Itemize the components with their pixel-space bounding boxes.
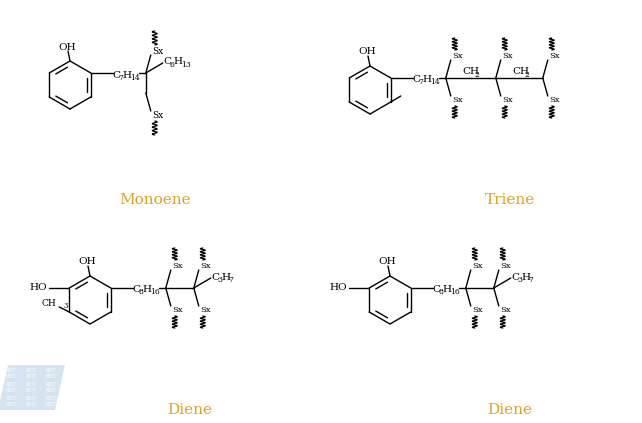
- Text: Monoene: Monoene: [119, 193, 191, 207]
- Text: 16: 16: [450, 288, 460, 297]
- Text: Sx: Sx: [502, 52, 512, 60]
- Text: CH: CH: [513, 68, 530, 77]
- Text: 6: 6: [169, 61, 175, 69]
- Text: Sx: Sx: [452, 96, 462, 104]
- Text: Sx: Sx: [472, 306, 482, 314]
- Text: KEIT: KEIT: [25, 382, 36, 387]
- Text: Triene: Triene: [485, 193, 535, 207]
- Text: KEIT: KEIT: [45, 382, 56, 387]
- Text: Diene: Diene: [487, 403, 532, 417]
- Text: 3: 3: [518, 276, 523, 284]
- Text: H: H: [143, 286, 152, 294]
- Text: KEIT: KEIT: [25, 388, 36, 393]
- Text: 8: 8: [139, 288, 144, 297]
- Text: 7: 7: [229, 276, 234, 284]
- Text: 16: 16: [150, 288, 159, 297]
- Text: C: C: [113, 71, 121, 80]
- Text: KEIT: KEIT: [45, 374, 56, 379]
- Text: Sx: Sx: [172, 306, 182, 314]
- Text: 8: 8: [438, 288, 444, 297]
- Text: CH: CH: [463, 68, 480, 77]
- Text: KEIT: KEIT: [25, 396, 36, 401]
- Text: KEIT: KEIT: [45, 396, 56, 401]
- Text: KEIT: KEIT: [5, 374, 16, 379]
- Text: OH: OH: [358, 47, 376, 57]
- Text: C: C: [512, 272, 520, 281]
- Text: H: H: [221, 272, 230, 281]
- Text: KEIT: KEIT: [5, 403, 16, 407]
- Text: 13: 13: [181, 61, 191, 69]
- Text: H: H: [522, 272, 531, 281]
- Text: C: C: [133, 286, 141, 294]
- Text: KEIT: KEIT: [45, 388, 56, 393]
- Text: 3: 3: [63, 302, 67, 310]
- Text: KEIT: KEIT: [25, 368, 36, 373]
- Text: OH: OH: [78, 258, 96, 266]
- Text: Sx: Sx: [472, 262, 482, 270]
- Text: KEIT: KEIT: [5, 368, 16, 373]
- Text: HO: HO: [30, 283, 48, 292]
- Text: CH: CH: [42, 299, 56, 308]
- Text: Diene: Diene: [168, 403, 213, 417]
- Text: H: H: [423, 75, 432, 85]
- Text: 7: 7: [119, 74, 124, 82]
- Text: C: C: [433, 286, 441, 294]
- Text: KEIT: KEIT: [45, 403, 56, 407]
- Text: Sx: Sx: [200, 262, 211, 270]
- Text: KEIT: KEIT: [5, 396, 16, 401]
- Text: 7: 7: [419, 79, 424, 86]
- Polygon shape: [0, 365, 65, 410]
- Text: Sx: Sx: [549, 52, 559, 60]
- Text: 7: 7: [529, 276, 534, 284]
- Text: 14: 14: [429, 79, 440, 86]
- Text: H: H: [123, 71, 132, 80]
- Text: KEIT: KEIT: [25, 403, 36, 407]
- Text: KEIT: KEIT: [25, 374, 36, 379]
- Text: 2: 2: [525, 71, 530, 79]
- Text: Sx: Sx: [499, 262, 510, 270]
- Text: KEIT: KEIT: [45, 368, 56, 373]
- Text: Sx: Sx: [502, 96, 512, 104]
- Text: C: C: [413, 75, 421, 85]
- Text: KEIT: KEIT: [5, 382, 16, 387]
- Text: 2: 2: [475, 71, 480, 79]
- Text: OH: OH: [378, 258, 396, 266]
- Text: Sx: Sx: [172, 262, 182, 270]
- Text: Sx: Sx: [499, 306, 510, 314]
- Text: 14: 14: [130, 74, 139, 82]
- Text: Sx: Sx: [549, 96, 559, 104]
- Text: 3: 3: [218, 276, 223, 284]
- Text: H: H: [174, 58, 183, 66]
- Text: Sx: Sx: [152, 47, 163, 55]
- Text: Sx: Sx: [200, 306, 211, 314]
- Text: C: C: [164, 58, 172, 66]
- Text: HO: HO: [329, 283, 347, 292]
- Text: KEIT: KEIT: [5, 388, 16, 393]
- Text: Sx: Sx: [152, 110, 163, 120]
- Text: Sx: Sx: [452, 52, 462, 60]
- Text: H: H: [443, 286, 452, 294]
- Text: C: C: [212, 272, 220, 281]
- Text: OH: OH: [58, 42, 76, 52]
